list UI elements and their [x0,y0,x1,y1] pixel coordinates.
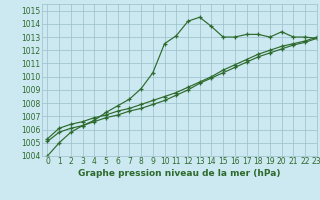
X-axis label: Graphe pression niveau de la mer (hPa): Graphe pression niveau de la mer (hPa) [78,169,280,178]
